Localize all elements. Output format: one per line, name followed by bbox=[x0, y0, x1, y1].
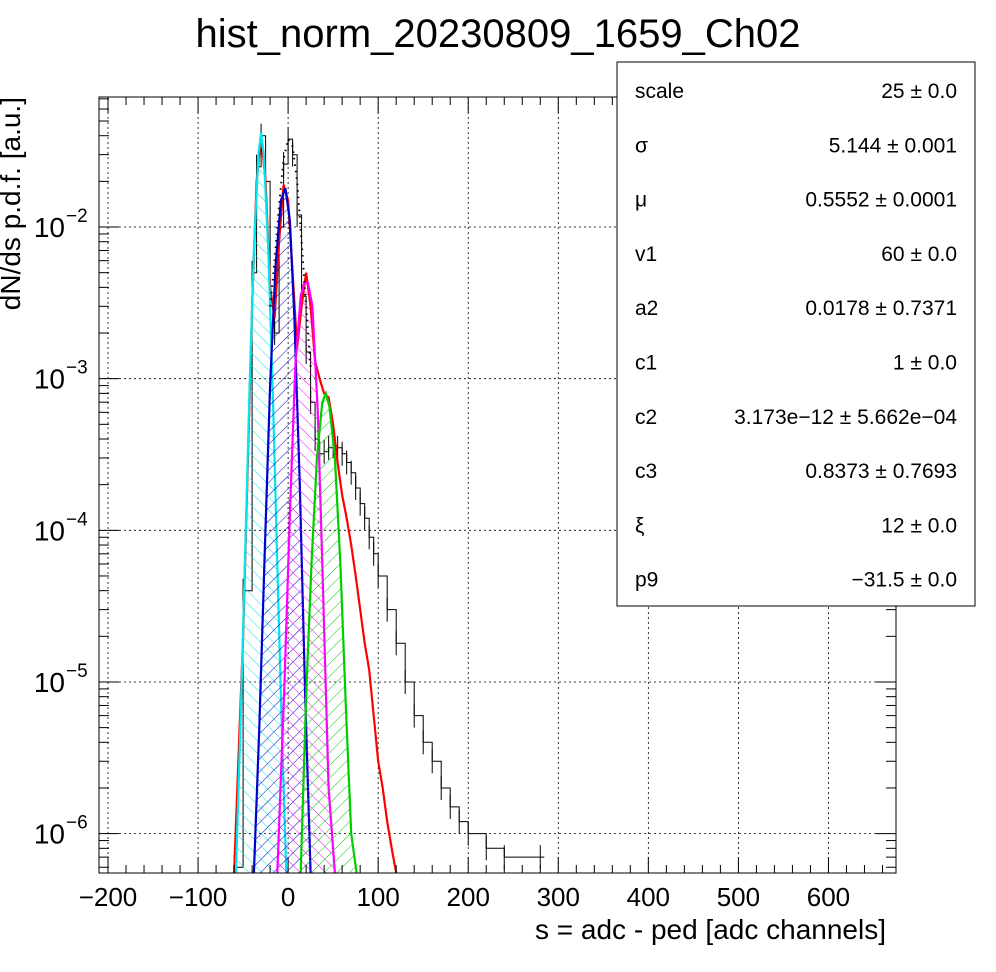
stats-row-value: 5.144 ± 0.001 bbox=[829, 134, 957, 157]
x-tick-label: 100 bbox=[356, 882, 399, 912]
y-tick-label: 10 bbox=[34, 515, 65, 546]
stats-row-value: 0.0178 ± 0.7371 bbox=[805, 297, 957, 320]
x-tick-label: 500 bbox=[717, 882, 760, 912]
y-tick-exponent: −2 bbox=[66, 206, 88, 227]
y-tick-exponent: −3 bbox=[66, 358, 88, 379]
stats-row-value: −31.5 ± 0.0 bbox=[851, 569, 957, 592]
stats-row-value: 12 ± 0.0 bbox=[881, 514, 957, 537]
x-axis-label: s = adc - ped [adc channels] bbox=[535, 914, 886, 945]
stats-row-name: a2 bbox=[635, 297, 658, 320]
stats-row-name: σ bbox=[635, 134, 648, 157]
x-tick-label: −200 bbox=[79, 882, 138, 912]
stats-row-name: ξ bbox=[635, 514, 644, 537]
stats-row-name: c1 bbox=[635, 352, 657, 375]
x-tick-label: 300 bbox=[537, 882, 580, 912]
stats-row-value: 1 ± 0.0 bbox=[893, 352, 957, 375]
y-tick-exponent: −6 bbox=[66, 813, 88, 834]
stats-row-value: 60 ± 0.0 bbox=[881, 243, 957, 266]
stats-row-value: 0.5552 ± 0.0001 bbox=[805, 189, 957, 212]
stats-row-name: c2 bbox=[635, 406, 657, 429]
chart-title: hist_norm_20230809_1659_Ch02 bbox=[195, 12, 801, 56]
x-tick-label: 200 bbox=[447, 882, 490, 912]
y-tick-label: 10 bbox=[34, 212, 65, 243]
series-line bbox=[299, 389, 358, 874]
y-tick-label: 10 bbox=[34, 364, 65, 395]
stats-row-value: 3.173e−12 ± 5.662e−04 bbox=[734, 406, 957, 429]
x-tick-label: 600 bbox=[807, 882, 850, 912]
stats-row-value: 0.8373 ± 0.7693 bbox=[805, 460, 957, 483]
stats-row-name: p9 bbox=[635, 569, 658, 592]
stats-row-name: v1 bbox=[635, 243, 657, 266]
y-axis-label: dN/ds p.d.f. [a.u.] bbox=[0, 97, 26, 310]
stats-box bbox=[616, 61, 976, 607]
x-tick-label: 400 bbox=[627, 882, 670, 912]
x-tick-label: 0 bbox=[281, 882, 295, 912]
stats-row-name: μ bbox=[635, 189, 647, 212]
y-tick-label: 10 bbox=[34, 819, 65, 850]
stats-row-value: 25 ± 0.0 bbox=[881, 80, 957, 103]
y-tick-label: 10 bbox=[34, 667, 65, 698]
y-tick-exponent: −5 bbox=[66, 661, 88, 682]
y-tick-exponent: −4 bbox=[66, 509, 88, 530]
stats-row-name: c3 bbox=[635, 460, 657, 483]
x-tick-label: −100 bbox=[169, 882, 228, 912]
stats-row-name: scale bbox=[635, 80, 684, 103]
